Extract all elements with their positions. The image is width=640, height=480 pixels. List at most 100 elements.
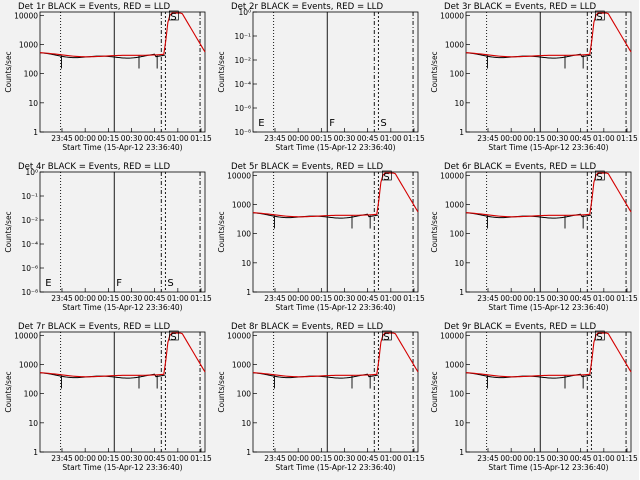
- panel-chart: Det 5r BLACK = Events, RED = LLD 1 10 100 10…: [213, 160, 426, 320]
- y-tick-label: 10⁻⁸: [234, 128, 251, 137]
- marker-box: [595, 170, 605, 181]
- panel-chart: Det 4r BLACK = Events, RED = LLD 10⁻⁸ 10⁻⁶…: [0, 160, 213, 320]
- x-tick-label: 00:30: [547, 134, 569, 143]
- x-tick-label: 01:00: [167, 454, 189, 463]
- y-axis-label: Counts/sec: [4, 371, 13, 412]
- marker-label: S: [596, 12, 602, 23]
- plot-frame: [39, 171, 206, 293]
- y-tick-label: 10000: [440, 331, 464, 340]
- plot-frame: [465, 11, 632, 133]
- y-tick-label: 10000: [440, 171, 464, 180]
- y-tick-label: 10⁻⁶: [21, 264, 38, 273]
- panel-title: Det 4r BLACK = Events, RED = LLD: [18, 162, 170, 172]
- panel-background: [426, 160, 639, 320]
- detector-panel-4: Det 4r BLACK = Events, RED = LLD 10⁻⁸ 10⁻⁶…: [0, 160, 213, 320]
- lld-series-line: [252, 172, 419, 218]
- x-axis-label: Start Time (15-Apr-12 23:36:40): [488, 463, 608, 472]
- y-tick-label: 10⁻¹: [234, 32, 251, 41]
- plot-frame: [252, 331, 419, 453]
- panel-background: [0, 320, 213, 480]
- x-tick-label: 01:15: [616, 454, 638, 463]
- x-tick-label: 00:45: [357, 134, 379, 143]
- y-axis-label: Counts/sec: [217, 211, 226, 252]
- x-axis-label: Start Time (15-Apr-12 23:36:40): [62, 303, 182, 312]
- marker-box: [382, 330, 392, 341]
- detector-panel-5: Det 5r BLACK = Events, RED = LLD 1 10 100 10…: [213, 160, 426, 320]
- y-tick-label: 100: [450, 70, 465, 79]
- panel-title: Det 9r BLACK = Events, RED = LLD: [444, 322, 596, 332]
- marker-box: [595, 10, 605, 21]
- x-tick-label: 00:45: [144, 134, 166, 143]
- panel-background: [426, 0, 639, 160]
- y-axis-label: Counts/sec: [430, 51, 439, 92]
- x-tick-label: 01:00: [380, 294, 402, 303]
- detector-panel-1: Det 1r BLACK = Events, RED = LLD 1 10 100 10…: [0, 0, 213, 160]
- y-tick-label: 1000: [445, 200, 464, 209]
- lld-series-line: [252, 332, 419, 378]
- detector-panel-8: Det 8r BLACK = Events, RED = LLD 1 10 100 10…: [213, 320, 426, 480]
- detector-panel-3: Det 3r BLACK = Events, RED = LLD 1 10 100 10…: [426, 0, 639, 160]
- y-tick-label: 1000: [445, 40, 464, 49]
- x-axis-label: Start Time (15-Apr-12 23:36:40): [275, 463, 395, 472]
- x-tick-label: 00:15: [311, 294, 333, 303]
- panel-background: [213, 320, 426, 480]
- y-tick-label: 1000: [19, 40, 38, 49]
- y-tick-label: 1: [33, 128, 38, 137]
- x-tick-label: 23:45: [51, 454, 73, 463]
- x-tick-label: 23:45: [264, 454, 286, 463]
- x-tick-label: 23:45: [264, 134, 286, 143]
- x-tick-label: 00:00: [74, 454, 96, 463]
- y-tick-label: 10000: [14, 11, 38, 20]
- y-tick-label: 10⁰: [25, 168, 38, 177]
- x-tick-label: 00:45: [570, 294, 592, 303]
- panel-chart: Det 8r BLACK = Events, RED = LLD 1 10 100 10…: [213, 320, 426, 480]
- y-tick-label: 10: [241, 419, 251, 428]
- marker-label: S: [167, 278, 173, 289]
- x-tick-label: 01:00: [167, 134, 189, 143]
- detector-panel-2: Det 2r BLACK = Events, RED = LLD 10⁻⁸ 10⁻⁶…: [213, 0, 426, 160]
- x-tick-label: 00:30: [334, 454, 356, 463]
- y-axis-label: Counts/sec: [217, 371, 226, 412]
- y-tick-label: 100: [24, 70, 39, 79]
- x-tick-label: 01:00: [167, 294, 189, 303]
- x-axis-label: Start Time (15-Apr-12 23:36:40): [275, 303, 395, 312]
- y-tick-label: 1: [246, 288, 251, 297]
- x-tick-label: 01:00: [380, 134, 402, 143]
- x-tick-label: 00:00: [500, 134, 522, 143]
- y-tick-label: 10⁻⁶: [234, 104, 251, 113]
- x-tick-label: 00:30: [121, 134, 143, 143]
- marker-label: S: [596, 172, 602, 183]
- x-tick-label: 00:15: [524, 454, 546, 463]
- x-tick-label: 00:45: [570, 134, 592, 143]
- panel-title: Det 6r BLACK = Events, RED = LLD: [444, 162, 596, 172]
- x-tick-label: 00:15: [98, 294, 120, 303]
- detector-panel-9: Det 9r BLACK = Events, RED = LLD 1 10 100 10…: [426, 320, 639, 480]
- x-tick-label: 23:45: [51, 134, 73, 143]
- x-tick-label: 00:45: [144, 454, 166, 463]
- plot-frame: [465, 171, 632, 293]
- detector-panel-7: Det 7r BLACK = Events, RED = LLD 1 10 100 10…: [0, 320, 213, 480]
- y-tick-label: 10: [241, 259, 251, 268]
- panel-title: Det 8r BLACK = Events, RED = LLD: [231, 322, 383, 332]
- y-tick-label: 10000: [227, 331, 251, 340]
- x-tick-label: 00:30: [547, 454, 569, 463]
- y-tick-label: 10: [454, 259, 464, 268]
- marker-label: S: [383, 172, 389, 183]
- marker-box: [595, 330, 605, 341]
- x-tick-label: 00:15: [311, 134, 333, 143]
- y-tick-label: 1000: [232, 200, 251, 209]
- y-tick-label: 100: [24, 390, 39, 399]
- y-tick-label: 10: [28, 99, 38, 108]
- lld-series-line: [465, 332, 632, 378]
- x-tick-label: 00:00: [287, 134, 309, 143]
- y-axis-label: Counts/sec: [430, 371, 439, 412]
- x-axis-label: Start Time (15-Apr-12 23:36:40): [275, 143, 395, 152]
- y-tick-label: 1000: [19, 360, 38, 369]
- x-tick-label: 23:45: [477, 454, 499, 463]
- panel-background: [0, 160, 213, 320]
- plot-frame: [39, 11, 206, 133]
- x-tick-label: 23:45: [51, 294, 73, 303]
- x-tick-label: 00:00: [287, 294, 309, 303]
- plot-frame: [39, 331, 206, 453]
- y-tick-label: 10: [28, 419, 38, 428]
